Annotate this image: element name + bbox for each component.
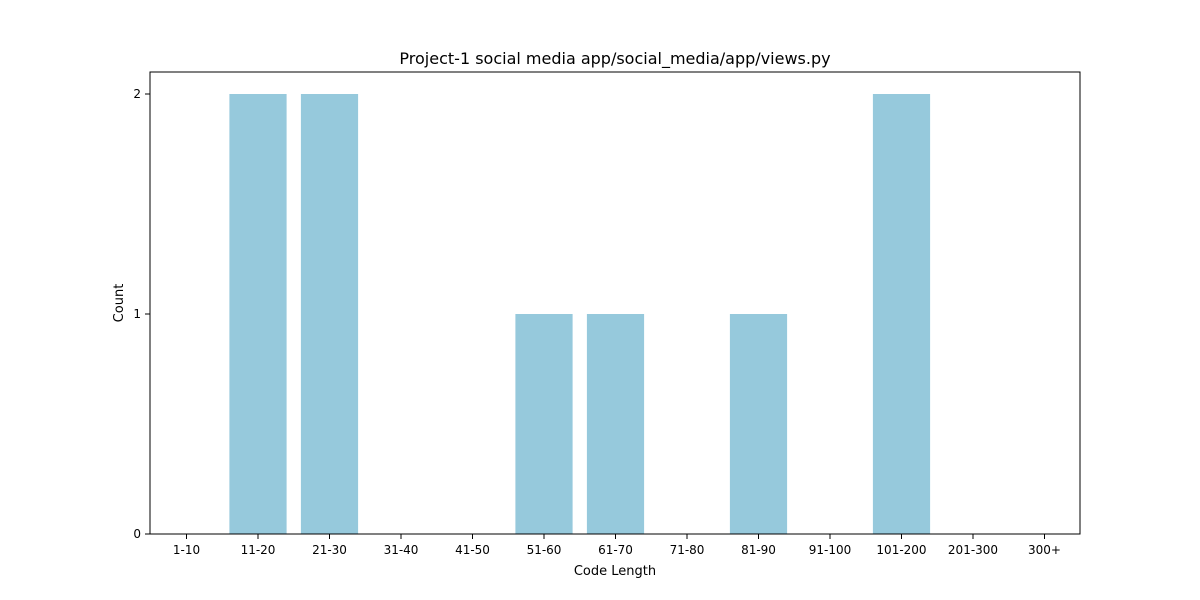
x-tick-label: 91-100 [809,543,852,557]
x-tick-label: 31-40 [384,543,419,557]
bar-21-30 [300,94,359,534]
x-axis-label: Code Length [574,564,656,579]
bar-61-70 [586,314,645,534]
y-axis-label: Count [112,284,127,323]
x-tick-label: 41-50 [455,543,490,557]
x-tick-label: 11-20 [241,543,276,557]
bar-101-200 [872,94,931,534]
x-tick-label: 201-300 [948,543,998,557]
bar-81-90 [729,314,788,534]
x-tick-label: 300+ [1028,543,1061,557]
x-tick-label: 101-200 [876,543,926,557]
x-tick-label: 51-60 [527,543,562,557]
y-tick-label: 0 [133,527,141,541]
y-axis-ticks: 0 1 2 [133,87,150,541]
bar-11-20 [229,94,287,534]
x-tick-label: 61-70 [598,543,633,557]
x-tick-label: 71-80 [670,543,705,557]
x-tick-label: 21-30 [312,543,347,557]
bars-group [229,94,931,534]
x-tick-label: 1-10 [173,543,200,557]
chart-title: Project-1 social media app/social_media/… [399,49,830,69]
x-axis-ticks: 1-10 11-20 21-30 31-40 41-50 51-60 61-70 71-80 8… [173,534,1061,557]
bar-51-60 [515,314,573,534]
y-tick-label: 2 [133,87,141,101]
y-tick-label: 1 [133,307,141,321]
x-tick-label: 81-90 [741,543,776,557]
